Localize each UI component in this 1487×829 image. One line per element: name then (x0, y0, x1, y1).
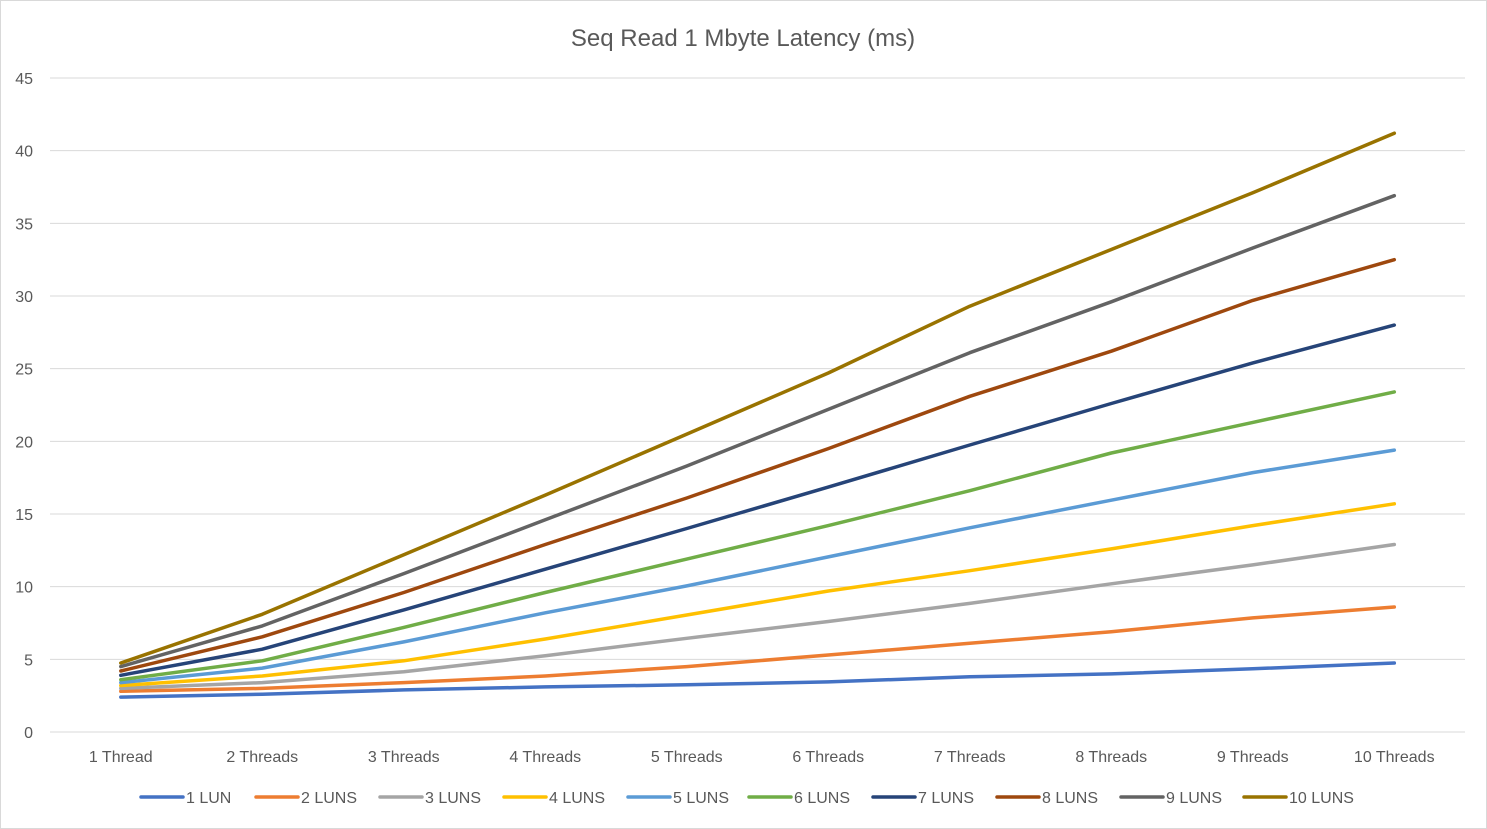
series-line-8-luns (119, 257, 1397, 673)
x-tick-label: 4 Threads (509, 749, 581, 766)
legend-label: 9 LUNS (1166, 790, 1222, 807)
series-line-6-luns (119, 390, 1397, 682)
x-tick-label: 2 Threads (226, 749, 298, 766)
y-tick-label: 40 (15, 144, 33, 161)
legend-item-1-lun[interactable]: 1 LUN (139, 790, 231, 807)
y-tick-label: 25 (15, 362, 33, 379)
series-lines (119, 131, 1397, 699)
x-tick-label: 7 Threads (934, 749, 1006, 766)
legend-item-7-luns[interactable]: 7 LUNS (871, 790, 974, 807)
y-tick-label: 0 (24, 725, 33, 742)
x-tick-label: 9 Threads (1217, 749, 1289, 766)
chart-title: Seq Read 1 Mbyte Latency (ms) (571, 25, 915, 52)
x-axis-ticks: 1 Thread 2 Threads 3 Threads 4 Threads 5 Thr… (89, 749, 1435, 766)
x-tick-label: 3 Threads (368, 749, 440, 766)
legend-label: 10 LUNS (1289, 790, 1354, 807)
legend-label: 8 LUNS (1042, 790, 1098, 807)
y-tick-label: 35 (15, 216, 33, 233)
y-axis-ticks: 0 5 10 15 20 25 30 35 40 45 (15, 71, 33, 742)
series-line-7-luns (119, 323, 1397, 678)
x-tick-label: 5 Threads (651, 749, 723, 766)
legend-item-2-luns[interactable]: 2 LUNS (254, 790, 357, 807)
legend-item-6-luns[interactable]: 6 LUNS (747, 790, 850, 807)
x-tick-label: 10 Threads (1354, 749, 1435, 766)
x-tick-label: 8 Threads (1075, 749, 1147, 766)
x-tick-label: 6 Threads (792, 749, 864, 766)
legend-label: 2 LUNS (301, 790, 357, 807)
series-line-2-luns (119, 605, 1397, 694)
series-line-9-luns (119, 193, 1397, 669)
series-line-10-luns (119, 131, 1397, 665)
series-line-4-luns (119, 502, 1397, 688)
legend-item-3-luns[interactable]: 3 LUNS (378, 790, 481, 807)
legend-item-9-luns[interactable]: 9 LUNS (1119, 790, 1222, 807)
legend-label: 3 LUNS (425, 790, 481, 807)
y-tick-label: 15 (15, 507, 33, 524)
series-line-1-lun (119, 661, 1397, 699)
legend-label: 7 LUNS (918, 790, 974, 807)
legend-item-8-luns[interactable]: 8 LUNS (995, 790, 1098, 807)
legend-item-5-luns[interactable]: 5 LUNS (626, 790, 729, 807)
y-tick-label: 10 (15, 580, 33, 597)
y-tick-label: 20 (15, 434, 33, 451)
y-tick-label: 30 (15, 289, 33, 306)
legend-item-10-luns[interactable]: 10 LUNS (1242, 790, 1354, 807)
series-line-5-luns (119, 448, 1397, 685)
legend-label: 5 LUNS (673, 790, 729, 807)
legend-label: 1 LUN (186, 790, 231, 807)
x-tick-label: 1 Thread (89, 749, 153, 766)
legend-item-4-luns[interactable]: 4 LUNS (502, 790, 605, 807)
legend-label: 4 LUNS (549, 790, 605, 807)
y-tick-label: 45 (15, 71, 33, 88)
y-tick-label: 5 (24, 652, 33, 669)
legend-label: 6 LUNS (794, 790, 850, 807)
legend: 1 LUN 2 LUNS 3 LUNS 4 LUNS 5 LUNS 6 LUNS 7 LUN… (139, 790, 1354, 807)
series-line-3-luns (119, 542, 1397, 691)
